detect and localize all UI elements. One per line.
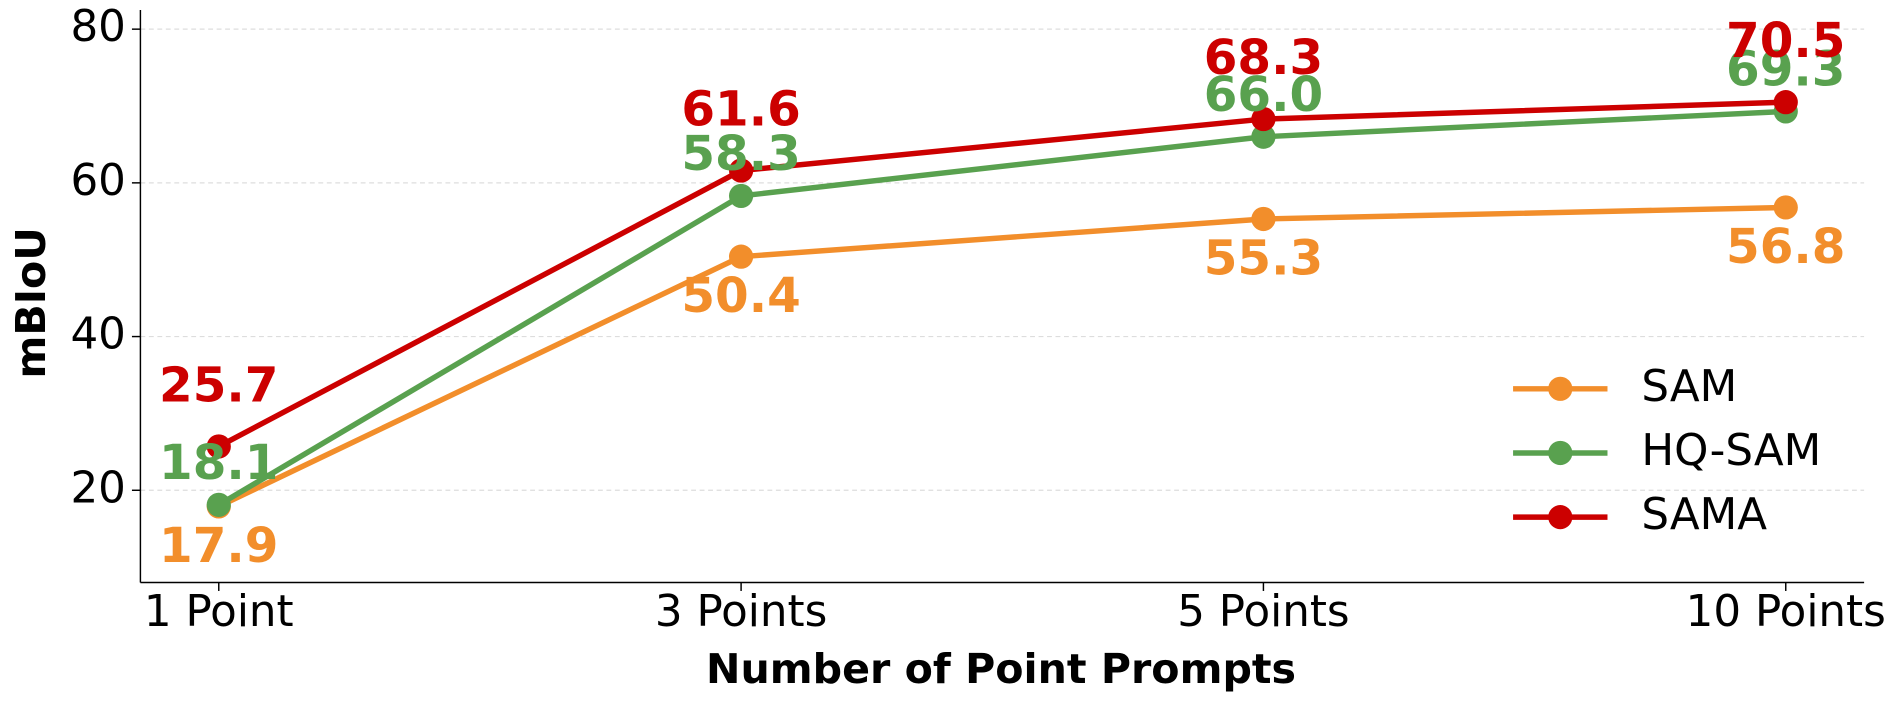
y-axis-title: mBIoU [7,227,55,378]
marker [1773,90,1798,115]
legend-marker [1548,505,1573,530]
marker [1251,106,1276,132]
legend-marker [1548,440,1573,466]
legend-label: SAM [1641,362,1737,412]
value-label: 61.6 [681,81,800,137]
marker [206,492,231,517]
y-tick-label: 60 [70,156,125,206]
value-label: 50.4 [681,268,800,324]
x-tick-label: 5 Points [1177,587,1349,637]
value-label: 69.3 [1726,42,1845,98]
x-tick-label: 1 Point [144,587,294,637]
line [217,99,1786,449]
marker [728,183,754,209]
y-tick-label: 80 [70,2,125,52]
value-label: 68.3 [1204,30,1323,86]
marker [1251,124,1276,149]
marker [728,244,754,269]
line [217,204,1786,509]
legend-marker [1548,376,1573,401]
value-label: 25.7 [159,357,278,413]
legend-item: SAMA [1513,490,1767,540]
y-tick-label: 40 [70,310,125,360]
value-label: 66.0 [1204,67,1323,123]
legend-label: HQ-SAM [1641,426,1821,476]
value-label: 18.1 [159,435,278,491]
value-label: 56.8 [1726,219,1845,275]
value-label: 70.5 [1726,13,1845,69]
marker [1773,195,1798,220]
legend-item: HQ-SAM [1513,426,1821,476]
marker [728,158,754,183]
y-tick-label: 20 [70,463,125,513]
value-label: 55.3 [1204,230,1323,286]
x-axis-title: Number of Point Prompts [706,645,1296,693]
line [217,108,1786,508]
value-label: 17.9 [159,518,278,574]
x-tick-label: 10 Points [1686,587,1886,637]
legend-item: SAM [1513,362,1737,412]
marker [1251,206,1276,232]
x-tick-label: 3 Points [655,587,827,637]
marker [206,434,231,459]
legend-label: SAMA [1641,490,1767,540]
value-label: 58.3 [681,126,800,182]
